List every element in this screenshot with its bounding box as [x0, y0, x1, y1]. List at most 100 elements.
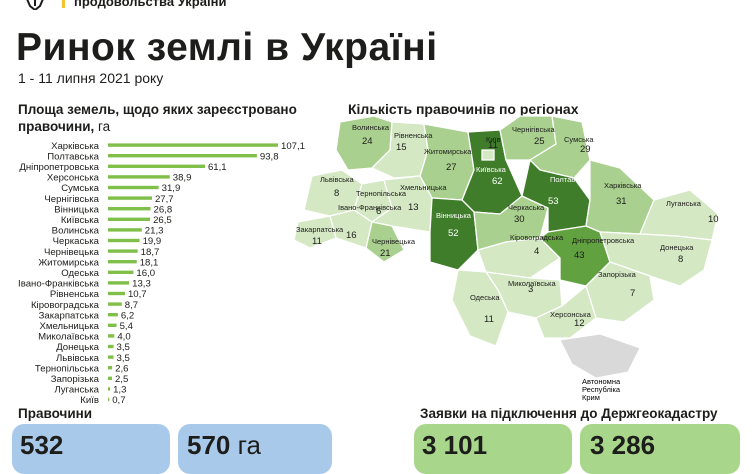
bar-category-label: Миколаївська [38, 332, 100, 343]
map-region-name: Запорізька [598, 270, 637, 279]
bar-chart-title: Площа земель, щодо яких зареєстровано пр… [18, 101, 328, 135]
crimea-label-line2: Республіка [582, 385, 621, 394]
bar [108, 196, 152, 200]
map-region [451, 269, 509, 347]
map-region-value: 3 [528, 284, 533, 295]
crimea-label-line1: Автономна [582, 377, 621, 386]
bar [108, 164, 205, 168]
bar [108, 228, 142, 232]
bar-value-label: 27,7 [155, 194, 174, 205]
bar [108, 302, 122, 306]
bar-category-label: Луганська [54, 385, 99, 396]
bar-value-label: 38,9 [173, 173, 192, 184]
bar-category-label: Чернігівська [44, 194, 99, 205]
bar [108, 185, 159, 190]
bar-value-label: 5,4 [120, 321, 134, 332]
map-region-value: 11 [488, 140, 498, 151]
deals-area-value: 570 га [187, 430, 261, 461]
map-region-value: 24 [362, 136, 373, 147]
bar-value-label: 26,5 [153, 215, 172, 226]
bar [108, 387, 111, 391]
bar-category-label: Волинська [52, 226, 100, 237]
bar-category-label: Донецька [56, 342, 99, 353]
bar-value-label: 2,6 [115, 363, 128, 374]
bar-category-label: Івано-Франківська [18, 279, 100, 290]
map-region-value: 25 [534, 136, 545, 147]
bar-category-label: Чернівецька [44, 247, 100, 258]
deals-area-card [178, 424, 332, 474]
map-region-name: Івано-Франківська [338, 203, 402, 212]
map-region-name: Донецька [660, 243, 694, 252]
bar-chart-unit: га [98, 119, 111, 134]
bar-category-label: Сумська [61, 183, 99, 194]
map-region-name: Миколаївська [508, 279, 556, 288]
bar-value-label: 107,1 [281, 141, 305, 152]
bar-value-label: 3,5 [117, 342, 130, 353]
bar-value-label: 31,9 [162, 183, 181, 194]
organization-name: продовольства України [74, 0, 227, 9]
bar-value-label: 13,3 [132, 279, 151, 290]
bar-value-label: 6,2 [121, 310, 134, 321]
map-region [481, 149, 495, 161]
applications-card-1 [414, 424, 572, 474]
deals-area-unit: га [237, 430, 261, 460]
bar [108, 344, 114, 349]
crimea-region [559, 333, 641, 379]
map-region-value: 29 [580, 144, 591, 155]
bar-category-label: Херсонська [47, 173, 100, 184]
bar-category-label: Харківська [51, 141, 100, 152]
bar-category-label: Запорізька [51, 374, 100, 385]
bar [108, 249, 138, 253]
map-region-name: Чернігівська [512, 125, 556, 134]
map-region-name: Луганська [666, 199, 702, 208]
map-region-name: Київ [486, 135, 501, 144]
map-region-name: Вінницька [436, 211, 472, 220]
bar-category-label: Одеська [61, 268, 99, 279]
ministry-logo-icon [26, 0, 44, 10]
deals-area-number: 570 [187, 430, 231, 460]
bar [108, 291, 125, 296]
bar [108, 217, 151, 221]
area-bar-chart: Харківська 107,1 Полтавська 93,8 Дніпропетро… [18, 141, 305, 406]
bar-category-label: Київська [61, 215, 100, 226]
bar-value-label: 10,7 [128, 289, 147, 300]
map-region-value: 11 [484, 314, 494, 325]
map-region-value: 27 [446, 162, 457, 173]
bar [108, 397, 110, 402]
map-region-value: 6 [376, 206, 381, 217]
map-region-value: 7 [630, 288, 635, 299]
crimea-label-line3: Крим [582, 393, 600, 402]
map-region-value: 62 [492, 176, 503, 187]
map-region-name: Дніпропетровська [572, 236, 635, 245]
bar-chart-title-line1: Площа земель, щодо яких зареєстровано [18, 102, 297, 117]
map-region-value: 10 [708, 214, 719, 225]
bar [108, 366, 113, 370]
applications-section-title: Заявки на підключення до Держгеокадастру [420, 406, 718, 421]
applications-card-2 [580, 424, 740, 474]
bar-category-label: Черкаська [53, 236, 100, 247]
deals-section-title: Правочини [18, 406, 93, 421]
map-region-name: Черкаська [508, 203, 545, 212]
map-region-name: Житомирська [424, 147, 472, 156]
map-region [370, 175, 433, 233]
map-region [535, 284, 597, 339]
bar [108, 313, 118, 317]
bar [108, 281, 130, 285]
bar-value-label: 0,7 [112, 395, 125, 406]
bar-category-label: Дніпропетровська [19, 162, 99, 173]
regions-map: Волинська 24 Рівненська 15 Житомирська 27 Київ… [293, 115, 719, 402]
bar-value-label: 18,1 [140, 257, 159, 268]
bar [108, 143, 278, 147]
bar-value-label: 16,0 [136, 268, 155, 279]
map-title: Кількість правочинів по регіонах [348, 101, 579, 117]
map-region-value: 53 [548, 196, 559, 207]
map-region-value: 13 [408, 202, 419, 213]
map-region-value: 8 [678, 254, 683, 265]
map-region-name: Волинська [352, 123, 390, 132]
bar [108, 376, 112, 380]
deals-count-card [12, 424, 170, 474]
map-region-value: 4 [534, 246, 539, 257]
bar [108, 355, 114, 359]
map-region-value: 16 [346, 230, 357, 241]
bar-value-label: 21,3 [145, 226, 164, 237]
